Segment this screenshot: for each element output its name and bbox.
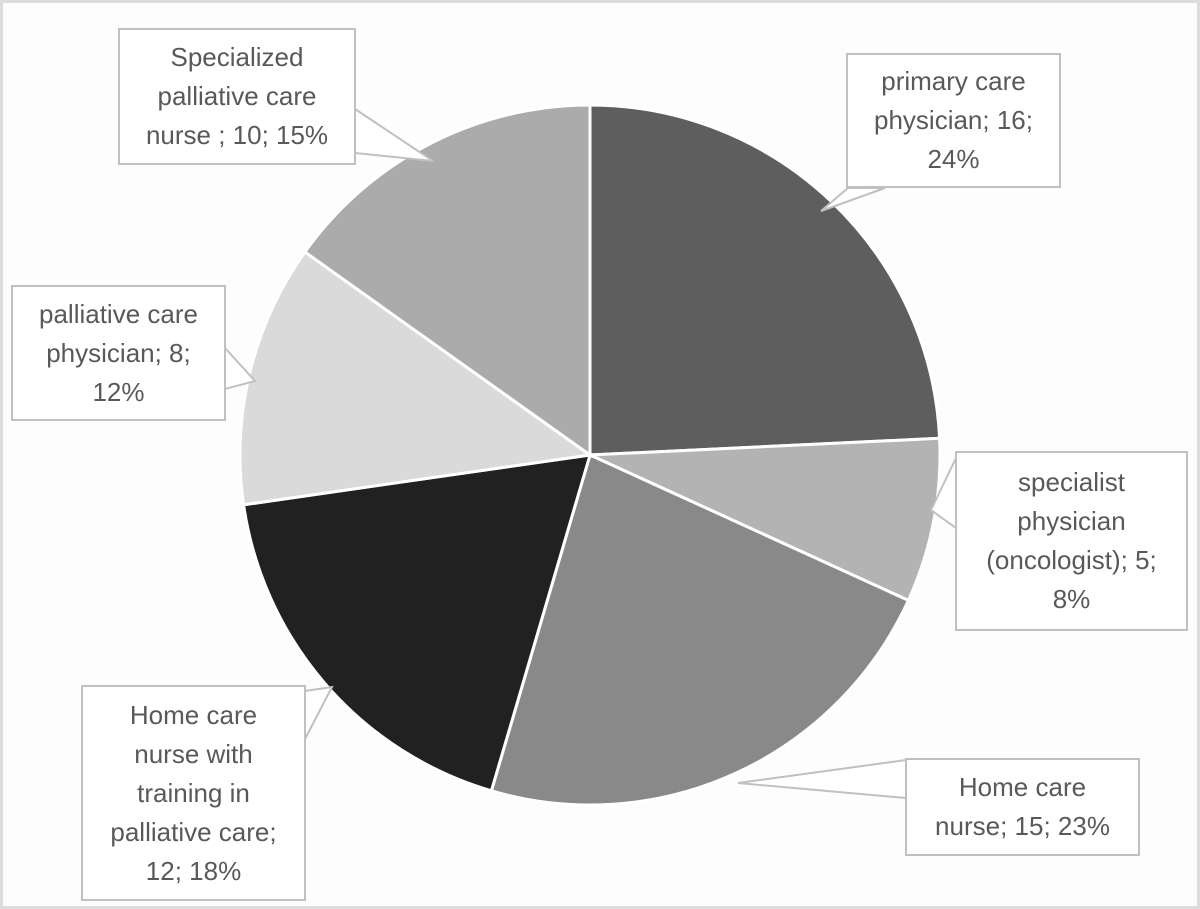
callout-label: Home care nurse with training in palliat…: [110, 699, 277, 886]
pie-slice-specialist-physician-oncologist: [589, 436, 942, 603]
callout-home-care-nurse-with-training: Home care nurse with training in palliat…: [81, 685, 306, 901]
callout-home-care-nurse: Home care nurse; 15; 23%: [905, 758, 1140, 856]
callout-specialized-palliative-care-nurse: Specialized palliative care nurse ; 10; …: [118, 28, 356, 165]
pie-slice-home-care-nurse: [489, 452, 911, 807]
pie-slice-specialized-palliative-care-nurse: [302, 103, 592, 458]
callout-palliative-care-physician: palliative care physician; 8; 12%: [11, 285, 226, 421]
callout-primary-care-physician: primary care physician; 16; 24%: [846, 53, 1061, 188]
callout-label: palliative care physician; 8; 12%: [39, 298, 198, 407]
callout-label: Specialized palliative care nurse ; 10; …: [145, 42, 329, 150]
callout-tail-primary-care-physician: [820, 187, 886, 212]
callout-label: primary care physician; 16; 24%: [874, 66, 1033, 174]
pie-chart: [224, 103, 957, 807]
pie-slice-home-care-nurse-with-training-in-palliative-care: [241, 453, 593, 793]
callout-specialist-physician-oncologist: specialist physician (oncologist); 5; 8%: [955, 451, 1188, 631]
callout-label: Home care nurse; 15; 23%: [935, 772, 1110, 841]
callout-label: specialist physician (oncologist); 5; 8%: [986, 467, 1157, 614]
callout-tail-home-care-nurse: [737, 758, 907, 800]
pie-slice-palliative-care-physician: [238, 249, 594, 507]
callout-tail-home-care-nurse-with-training-in-palliative-care: [304, 685, 334, 740]
callout-tail-specialized-palliative-care-nurse: [354, 107, 434, 162]
